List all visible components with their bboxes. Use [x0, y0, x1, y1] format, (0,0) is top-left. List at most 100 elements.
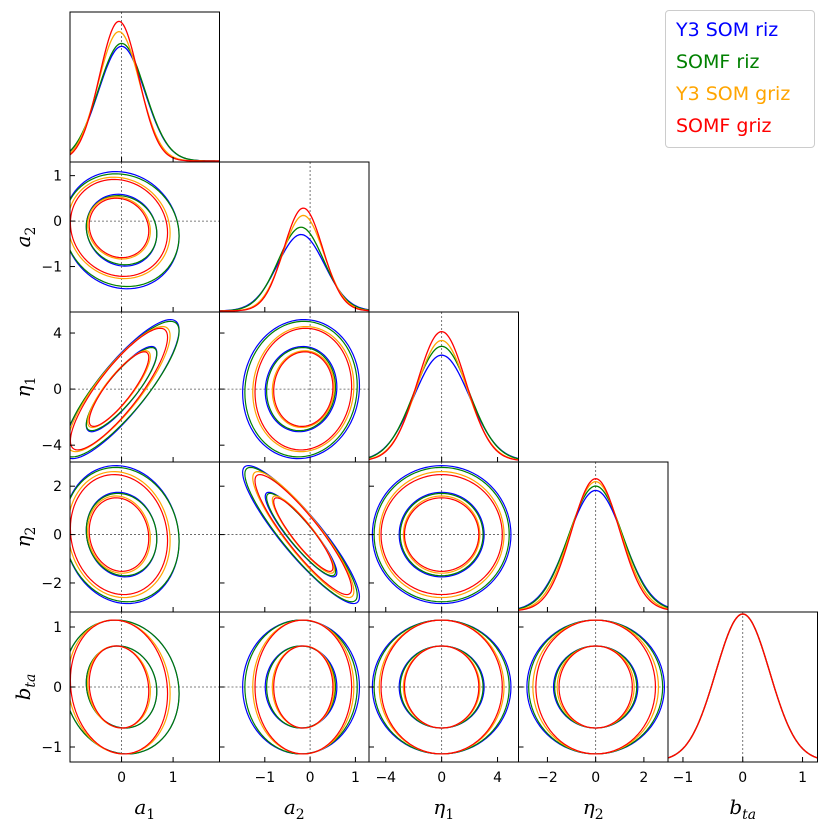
contour-4-3-series-3-level-0 — [558, 645, 633, 729]
marginal-2-series-1 — [369, 345, 519, 460]
xaxis-label-3: η2 — [583, 795, 604, 823]
contour-4-2-series-3-level-0 — [403, 645, 480, 729]
legend-entry-0: Y3 SOM riz — [676, 19, 779, 41]
marginal-0-series-2 — [70, 31, 220, 162]
contour-3-2-series-2-level-1 — [378, 470, 505, 599]
xtick-label-4-2: 1 — [798, 770, 807, 786]
contour-4-3-series-2-level-1 — [532, 619, 660, 755]
contour-4-2-series-1-level-0 — [399, 645, 484, 729]
contour-2-1-series-3-level-1 — [254, 327, 353, 451]
panel-4-4 — [668, 612, 818, 762]
marginal-3-series-3 — [518, 478, 668, 611]
contour-4-2-series-3-level-1 — [380, 619, 503, 755]
marginal-3-series-0 — [518, 489, 668, 610]
contour-3-1-series-3-level-1 — [254, 473, 353, 596]
legend-entry-1: SOMF riz — [676, 51, 760, 73]
xtick-label-1-0: −1 — [254, 770, 275, 786]
contour-3-0-series-2-level-1 — [70, 470, 171, 599]
ytick-label-2-0: −4 — [41, 438, 62, 454]
contour-2-1-series-2-level-1 — [252, 325, 355, 453]
marginal-1-series-3 — [219, 207, 369, 312]
xtick-label-2-0: −4 — [375, 770, 396, 786]
contour-3-2-series-2-level-0 — [402, 495, 481, 574]
marginal-4-series-3 — [668, 613, 818, 759]
yaxis-label-2: η1 — [11, 377, 39, 398]
ytick-label-1-2: 1 — [53, 169, 62, 185]
contour-4-1-series-2-level-1 — [252, 619, 355, 755]
panel-frame-3-2 — [368, 461, 519, 613]
contour-4-0-series-2-level-1 — [70, 619, 171, 755]
panel-3-1 — [219, 462, 369, 612]
ytick-label-3-0: −2 — [41, 576, 62, 592]
contour-4-3-series-1-level-1 — [528, 619, 664, 755]
ytick-label-3-1: 0 — [53, 528, 62, 544]
contour-4-1-series-3-level-0 — [273, 645, 334, 729]
contour-1-0-series-3-level-0 — [88, 197, 150, 259]
ytick-label-4-0: −1 — [41, 740, 62, 756]
contour-4-2-series-1-level-1 — [373, 619, 510, 755]
contour-2-0-series-1-level-1 — [70, 320, 180, 458]
contour-4-1-series-0-level-1 — [242, 619, 361, 755]
marginal-0-series-1 — [70, 42, 220, 162]
marginal-2-series-0 — [369, 354, 519, 460]
ytick-label-3-2: 2 — [53, 479, 62, 495]
contour-3-2-series-1-level-0 — [399, 492, 484, 577]
contour-3-2-series-3-level-0 — [403, 497, 480, 572]
contour-2-1-series-0-level-1 — [242, 318, 361, 460]
contour-3-0-series-1-level-0 — [85, 492, 158, 577]
contour-4-0-series-1-level-0 — [85, 645, 158, 729]
contour-3-2-series-0-level-0 — [398, 491, 485, 578]
xtick-label-1-2: 1 — [351, 770, 360, 786]
panel-1-1 — [219, 162, 369, 312]
marginal-3-series-2 — [518, 480, 668, 611]
panel-4-3 — [518, 612, 668, 762]
contour-2-1-series-2-level-0 — [271, 350, 335, 429]
contour-1-0-series-0-level-1 — [70, 170, 180, 290]
xaxis-label-4: bta — [729, 795, 756, 823]
contour-1-0-series-1-level-0 — [85, 195, 158, 266]
xtick-label-2-1: 0 — [437, 770, 446, 786]
panel-1-0 — [70, 162, 220, 312]
panel-frame-4-3 — [518, 611, 669, 763]
xaxis-label-0: a1 — [134, 795, 155, 823]
xaxis-label-1: a2 — [284, 795, 305, 823]
panel-2-0 — [70, 312, 220, 462]
legend-entry-2: Y3 SOM griz — [676, 83, 791, 105]
panel-2-2 — [369, 312, 519, 462]
panel-2-1 — [219, 312, 369, 462]
panel-4-0 — [70, 612, 220, 762]
xtick-label-3-0: −2 — [537, 770, 558, 786]
marginal-3-series-1 — [518, 485, 668, 610]
ytick-label-4-1: 0 — [53, 680, 62, 696]
xtick-label-1-1: 0 — [306, 770, 315, 786]
xtick-label-0-1: 1 — [169, 770, 178, 786]
contour-2-1-series-3-level-0 — [273, 351, 334, 427]
panel-frame-3-1 — [219, 461, 370, 613]
yaxis-label-4: bta — [11, 674, 39, 701]
contour-3-1-series-2-level-1 — [252, 470, 355, 599]
contour-4-0-series-3-level-0 — [88, 645, 150, 729]
legend-entry-3: SOMF griz — [676, 115, 772, 137]
contour-3-2-series-3-level-1 — [380, 473, 503, 596]
panel-3-3 — [518, 462, 668, 612]
panel-frame-4-2 — [368, 611, 519, 763]
contour-3-0-series-1-level-1 — [70, 466, 180, 603]
xtick-label-3-2: 2 — [639, 770, 648, 786]
contour-3-0-series-3-level-0 — [88, 497, 150, 572]
yaxis-label-1: a2 — [11, 227, 39, 248]
ytick-label-4-2: 1 — [53, 620, 62, 636]
panel-3-0 — [70, 462, 220, 612]
contour-3-0-series-2-level-0 — [87, 495, 151, 574]
contour-3-1-series-3-level-0 — [273, 497, 334, 572]
panel-frame-2-1 — [219, 311, 370, 463]
marginal-2-series-3 — [369, 331, 519, 461]
contour-3-2-series-1-level-1 — [373, 466, 510, 603]
panel-4-1 — [219, 612, 369, 762]
contour-1-0-series-1-level-1 — [70, 173, 180, 288]
panel-frame-0-0 — [69, 11, 220, 163]
ytick-label-1-0: −1 — [41, 260, 62, 276]
xtick-label-4-0: −1 — [673, 770, 694, 786]
contour-1-0-series-2-level-1 — [70, 176, 171, 280]
